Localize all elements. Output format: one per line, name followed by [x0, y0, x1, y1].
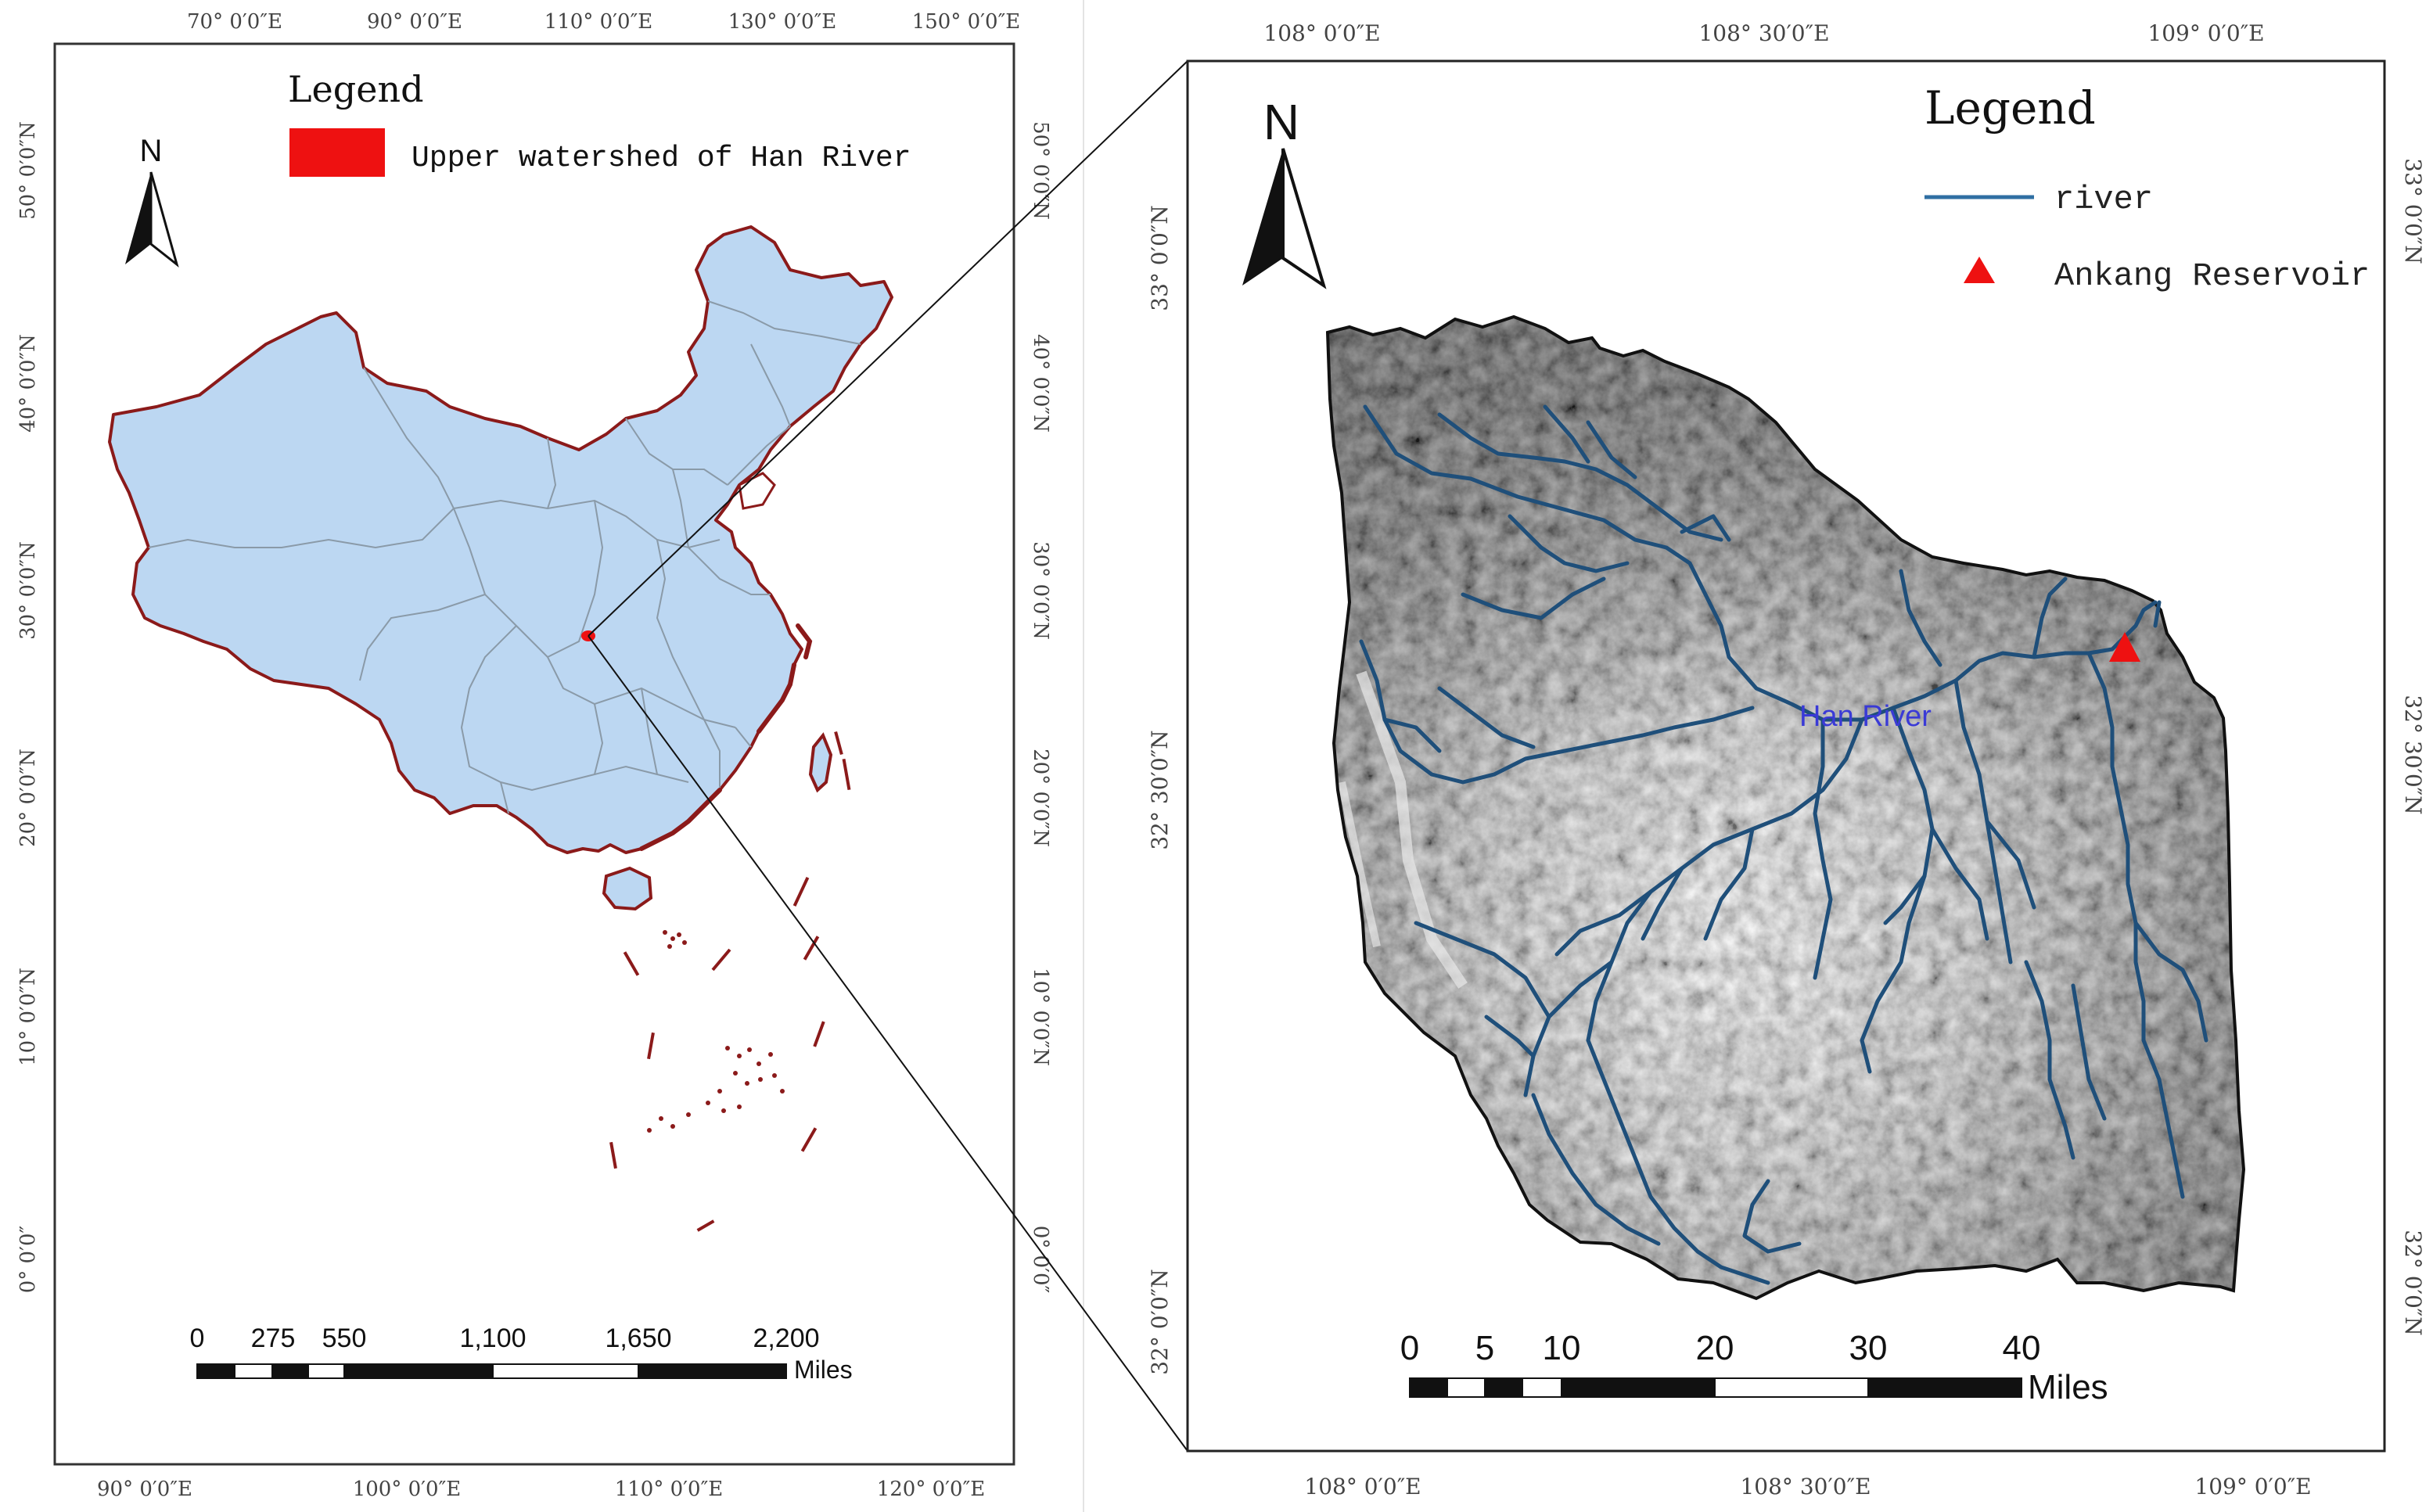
- detail-legend-river-label: river: [2054, 181, 2153, 218]
- detail-right-tick: 32° 0′0″N: [2400, 1230, 2426, 1335]
- detail-scale-label: 5: [1475, 1329, 1494, 1367]
- overview-scalebar: 0 275 550 1,100 1,650 2,200 Miles: [190, 1323, 853, 1384]
- detail-scale-unit: Miles: [2028, 1368, 2108, 1406]
- overview-legend-label: Upper watershed of Han River: [411, 142, 911, 175]
- detail-bottom-ticks: 108° 0′0″E 108° 30′0″E 109° 0′0″E: [1304, 1474, 2311, 1499]
- detail-right-tick: 32° 30′0″N: [2400, 695, 2426, 814]
- overview-right-ticks: 50° 0′0″N 40° 0′0″N 30° 0′0″N 20° 0′0″N …: [1029, 121, 1052, 1293]
- detail-left-tick: 33° 0′0″N: [1147, 205, 1173, 311]
- detail-scale-label: 0: [1400, 1329, 1419, 1367]
- overview-scale-label: 0: [190, 1323, 205, 1353]
- detail-bottom-tick: 109° 0′0″E: [2194, 1474, 2311, 1499]
- detail-map: 108° 0′0″E 108° 30′0″E 109° 0′0″E 108° 0…: [1147, 20, 2426, 1499]
- hainan-island: [602, 866, 653, 911]
- china-land: [108, 225, 893, 854]
- detail-legend-reservoir-label: Ankang Reservoir: [2054, 257, 2370, 295]
- overview-top-ticks: 70° 0′0″E 90° 0′0″E 110° 0′0″E 130° 0′0″…: [187, 10, 1020, 34]
- overview-left-tick: 0° 0′0″: [16, 1225, 40, 1293]
- detail-north-arrow-icon: N: [1242, 94, 1327, 289]
- detail-scale-label: 30: [1849, 1329, 1888, 1367]
- detail-top-tick: 108° 30′0″E: [1698, 20, 1829, 46]
- overview-right-tick: 40° 0′0″N: [1029, 334, 1052, 433]
- overview-left-tick: 40° 0′0″N: [16, 334, 40, 433]
- china-map: [108, 225, 893, 1232]
- detail-top-tick: 108° 0′0″E: [1263, 20, 1380, 46]
- overview-scale-label: 1,650: [605, 1323, 671, 1353]
- coastline-detail: [639, 623, 813, 851]
- overview-legend-title: Legend: [288, 68, 424, 110]
- reservoir-legend-triangle-icon: [1964, 257, 1995, 283]
- overview-bottom-tick: 100° 0′0″E: [353, 1478, 462, 1501]
- south-sea-islands: [609, 731, 851, 1232]
- overview-right-tick: 50° 0′0″N: [1029, 121, 1052, 220]
- overview-top-tick: 110° 0′0″E: [544, 10, 653, 34]
- detail-right-ticks: 33° 0′0″N 32° 30′0″N 32° 0′0″N: [2400, 158, 2426, 1335]
- detail-bottom-tick: 108° 30′0″E: [1740, 1474, 1871, 1499]
- taiwan-island: [808, 732, 833, 793]
- overview-left-tick: 50° 0′0″N: [16, 121, 40, 220]
- overview-left-tick: 10° 0′0″N: [16, 968, 40, 1066]
- province-boundaries: [148, 300, 861, 814]
- detail-right-tick: 33° 0′0″N: [2400, 158, 2426, 264]
- overview-left-tick: 20° 0′0″N: [16, 749, 40, 847]
- overview-left-tick: 30° 0′0″N: [16, 541, 40, 640]
- detail-legend-title: Legend: [1924, 81, 2096, 135]
- detail-north-label: N: [1263, 94, 1299, 150]
- detail-legend: Legend river Ankang Reservoir: [1924, 81, 2370, 295]
- overview-bottom-tick: 110° 0′0″E: [615, 1478, 724, 1501]
- detail-scale-label: 40: [2003, 1329, 2041, 1367]
- overview-north-label: N: [140, 134, 163, 168]
- river-network: [1359, 404, 2208, 1285]
- overview-top-tick: 130° 0′0″E: [728, 10, 837, 34]
- overview-legend-swatch: [289, 128, 385, 177]
- overview-bottom-tick: 120° 0′0″E: [877, 1478, 986, 1501]
- detail-scale-label: 20: [1696, 1329, 1734, 1367]
- overview-right-tick: 0° 0′0″: [1029, 1226, 1052, 1294]
- zoom-connector-lines: [588, 60, 1188, 1452]
- han-river-label: Han River: [1799, 700, 1932, 733]
- detail-scalebar: 0 5 10 20 30 40 Miles: [1400, 1329, 2108, 1406]
- detail-left-tick: 32° 0′0″N: [1147, 1269, 1173, 1374]
- north-arrow-icon: N: [125, 134, 179, 268]
- overview-top-tick: 150° 0′0″E: [912, 10, 1021, 34]
- overview-right-tick: 20° 0′0″N: [1029, 749, 1052, 847]
- overview-right-tick: 30° 0′0″N: [1029, 541, 1052, 640]
- overview-top-tick: 90° 0′0″E: [367, 10, 462, 34]
- overview-right-tick: 10° 0′0″N: [1029, 968, 1052, 1066]
- overview-scale-label: 1,100: [459, 1323, 526, 1353]
- detail-left-ticks: 33° 0′0″N 32° 30′0″N 32° 0′0″N: [1147, 205, 1173, 1374]
- overview-scale-unit: Miles: [794, 1356, 853, 1384]
- overview-bottom-tick: 90° 0′0″E: [97, 1478, 192, 1501]
- overview-scale-label: 275: [251, 1323, 296, 1353]
- overview-bottom-ticks: 90° 0′0″E 100° 0′0″E 110° 0′0″E 120° 0′0…: [97, 1478, 985, 1501]
- detail-bottom-tick: 108° 0′0″E: [1304, 1474, 1421, 1499]
- overview-left-ticks: 50° 0′0″N 40° 0′0″N 30° 0′0″N 20° 0′0″N …: [16, 121, 40, 1293]
- overview-scale-label: 550: [322, 1323, 367, 1353]
- detail-top-ticks: 108° 0′0″E 108° 30′0″E 109° 0′0″E: [1263, 20, 2264, 46]
- overview-top-tick: 70° 0′0″E: [187, 10, 282, 34]
- detail-top-tick: 109° 0′0″E: [2147, 20, 2264, 46]
- detail-left-tick: 32° 30′0″N: [1147, 730, 1173, 849]
- overview-scale-label: 2,200: [753, 1323, 819, 1353]
- ankang-reservoir-marker-icon: [2109, 632, 2140, 662]
- overview-map: 70° 0′0″E 90° 0′0″E 110° 0′0″E 130° 0′0″…: [16, 10, 1052, 1501]
- detail-scale-label: 10: [1543, 1329, 1581, 1367]
